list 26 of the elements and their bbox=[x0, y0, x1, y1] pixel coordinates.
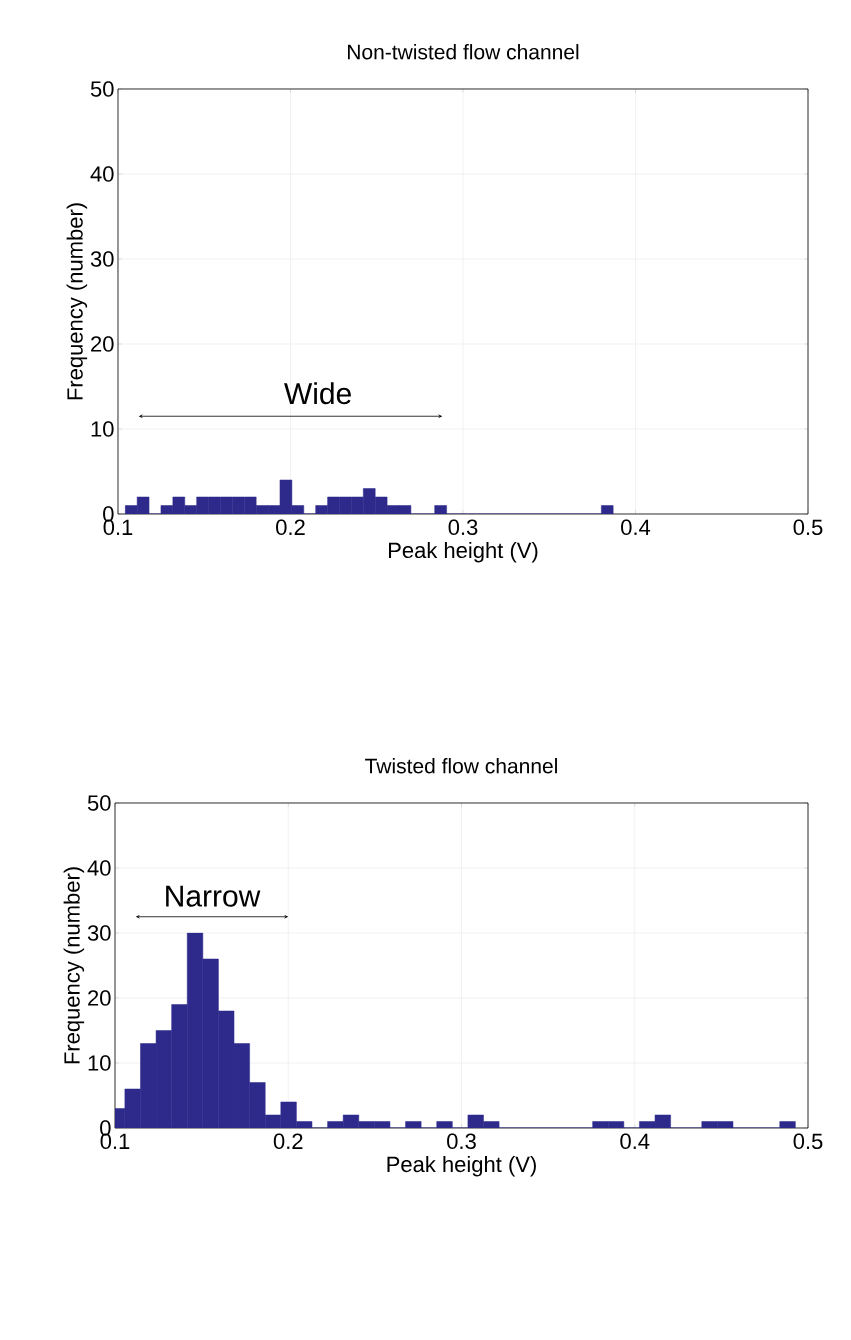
y-tick-label: 40 bbox=[87, 860, 111, 876]
annotation: Wide bbox=[284, 382, 351, 405]
y-tick-label: 50 bbox=[87, 795, 111, 811]
y-tick-label: 40 bbox=[90, 166, 114, 182]
x-tick-label: 0.3 bbox=[448, 519, 478, 536]
x-axis-title: Peak height (V) bbox=[388, 541, 538, 563]
y-tick-label: 10 bbox=[91, 421, 114, 437]
chart-title: Non-twisted flow channel bbox=[348, 44, 579, 60]
x-tick-label: 0.4 bbox=[620, 1133, 650, 1150]
chart-title: Twisted flow channel bbox=[365, 758, 557, 774]
x-axis-title: Peak height (V) bbox=[387, 1155, 536, 1177]
x-tick-label: 0.5 bbox=[793, 1133, 823, 1150]
y-tick-label: 20 bbox=[88, 990, 111, 1006]
y-axis-title: Frequency (number) bbox=[66, 203, 88, 400]
y-tick-label: 20 bbox=[91, 336, 114, 352]
y-tick-label: 30 bbox=[87, 925, 111, 941]
y-tick-label: 10 bbox=[88, 1055, 111, 1071]
x-tick-label: 0.3 bbox=[447, 1133, 476, 1150]
y-tick-label: 30 bbox=[90, 251, 114, 267]
x-tick-label: 0.5 bbox=[793, 519, 823, 536]
x-tick-label: 0.4 bbox=[621, 519, 651, 536]
x-tick-label: 0.2 bbox=[273, 1133, 303, 1150]
y-tick-label: 50 bbox=[90, 81, 114, 97]
annotation: Narrow bbox=[166, 885, 261, 907]
x-tick-label: 0.2 bbox=[276, 519, 305, 536]
y-axis-title: Frequency (number) bbox=[63, 867, 85, 1064]
